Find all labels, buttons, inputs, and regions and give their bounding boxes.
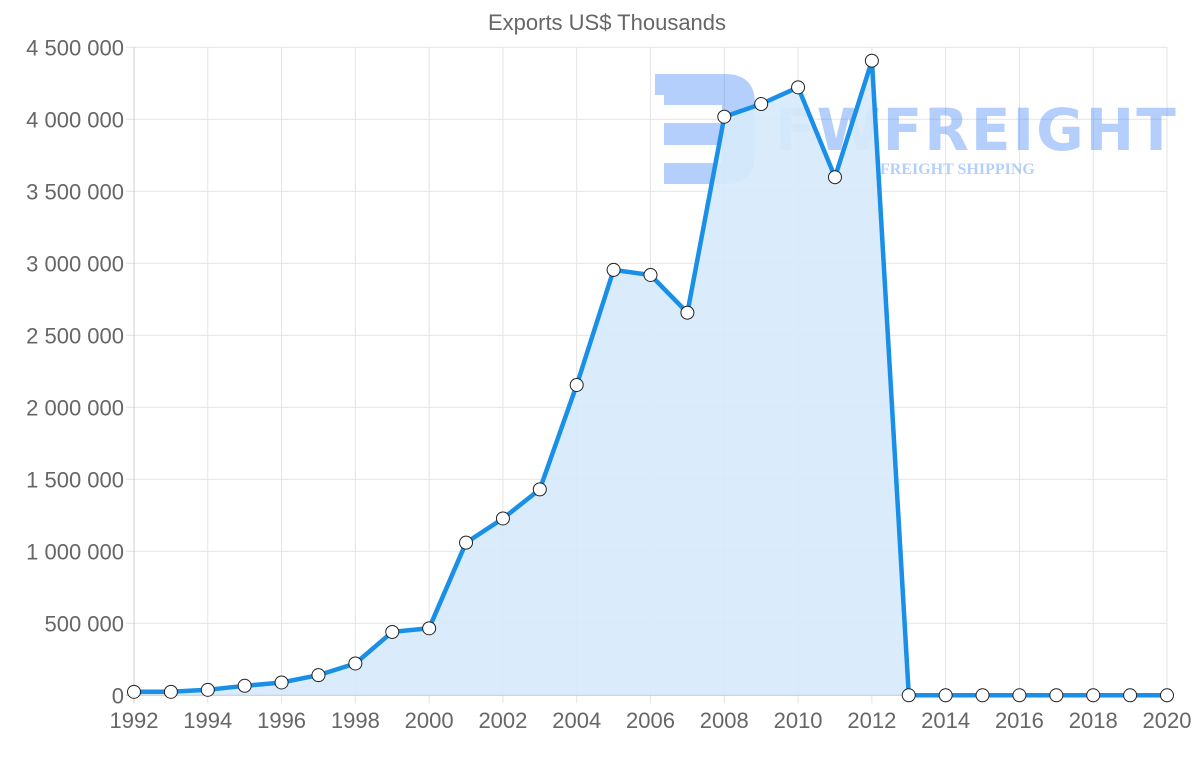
x-tick-label: 1994	[183, 708, 232, 733]
x-tick-label: 2002	[478, 708, 527, 733]
data-point-marker[interactable]	[1160, 688, 1174, 703]
x-tick-label: 2006	[626, 708, 675, 733]
data-point-marker[interactable]	[975, 688, 990, 703]
data-point-marker[interactable]	[864, 53, 879, 68]
data-point-marker[interactable]	[680, 305, 695, 320]
y-tick-label: 1 500 000	[26, 467, 124, 492]
data-point-marker[interactable]	[385, 624, 400, 639]
data-point-marker[interactable]	[459, 535, 474, 550]
data-point-marker[interactable]	[348, 656, 363, 671]
y-tick-label: 2 000 000	[26, 395, 124, 420]
watermark-brand: FWFREIGHT	[775, 96, 1178, 164]
y-tick-label: 0	[112, 683, 124, 708]
x-tick-label: 2018	[1069, 708, 1118, 733]
x-tick-label: 1992	[110, 708, 159, 733]
y-tick-label: 4 500 000	[26, 35, 124, 60]
data-point-marker[interactable]	[1123, 688, 1138, 703]
x-tick-label: 2016	[995, 708, 1044, 733]
series-area	[134, 60, 1167, 696]
area-fill	[134, 60, 1167, 696]
data-points	[127, 53, 1174, 703]
data-point-marker[interactable]	[422, 621, 437, 636]
data-point-marker[interactable]	[901, 688, 916, 703]
y-axis-labels: 0 500 000 1 000 000 1 500 000 2 000 000 2 500…	[26, 35, 124, 708]
data-point-marker[interactable]	[754, 97, 769, 112]
data-point-marker[interactable]	[791, 80, 806, 95]
data-point-marker[interactable]	[569, 377, 584, 392]
x-tick-label: 1998	[331, 708, 380, 733]
data-point-marker[interactable]	[200, 682, 215, 697]
y-tick-label: 3 000 000	[26, 251, 124, 276]
data-point-marker[interactable]	[1012, 688, 1027, 703]
data-point-marker[interactable]	[127, 684, 141, 699]
x-tick-label: 2008	[700, 708, 749, 733]
x-tick-label: 2012	[847, 708, 896, 733]
x-tick-label: 2020	[1143, 708, 1192, 733]
y-tick-label: 2 500 000	[26, 323, 124, 348]
data-point-marker[interactable]	[717, 109, 732, 124]
data-point-marker[interactable]	[643, 267, 658, 282]
watermark-tagline: FREIGHT SHIPPING	[880, 161, 1035, 178]
data-point-marker[interactable]	[938, 688, 953, 703]
chart-title: Exports US$ Thousands	[488, 10, 726, 35]
data-point-marker[interactable]	[237, 678, 252, 693]
x-tick-label: 2004	[552, 708, 601, 733]
data-point-marker[interactable]	[495, 511, 510, 526]
data-point-marker[interactable]	[1086, 688, 1101, 703]
data-point-marker[interactable]	[827, 170, 842, 185]
y-tick-label: 3 500 000	[26, 179, 124, 204]
y-tick-label: 500 000	[44, 611, 124, 636]
x-tick-label: 1996	[257, 708, 306, 733]
x-tick-label: 2014	[921, 708, 970, 733]
x-axis-labels: 1992 1994 1996 1998 2000 2002 2004 2006 2008 2010…	[110, 708, 1192, 733]
y-tick-label: 4 000 000	[26, 107, 124, 132]
data-point-marker[interactable]	[1049, 688, 1064, 703]
data-point-marker[interactable]	[163, 684, 178, 699]
y-tick-label: 1 000 000	[26, 539, 124, 564]
data-point-marker[interactable]	[532, 482, 547, 497]
x-tick-label: 2000	[405, 708, 454, 733]
data-point-marker[interactable]	[311, 668, 326, 683]
data-point-marker[interactable]	[606, 262, 621, 277]
data-point-marker[interactable]	[274, 675, 289, 690]
x-tick-label: 2010	[774, 708, 823, 733]
